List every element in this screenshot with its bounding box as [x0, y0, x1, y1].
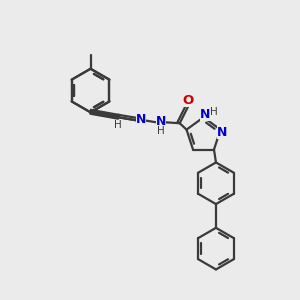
Text: N: N	[156, 115, 166, 128]
Text: H: H	[114, 120, 122, 130]
Text: N: N	[136, 113, 146, 126]
Text: H: H	[157, 126, 165, 136]
Text: N: N	[200, 108, 211, 121]
Text: O: O	[182, 94, 193, 107]
Text: N: N	[217, 126, 228, 139]
Text: H: H	[209, 107, 217, 117]
